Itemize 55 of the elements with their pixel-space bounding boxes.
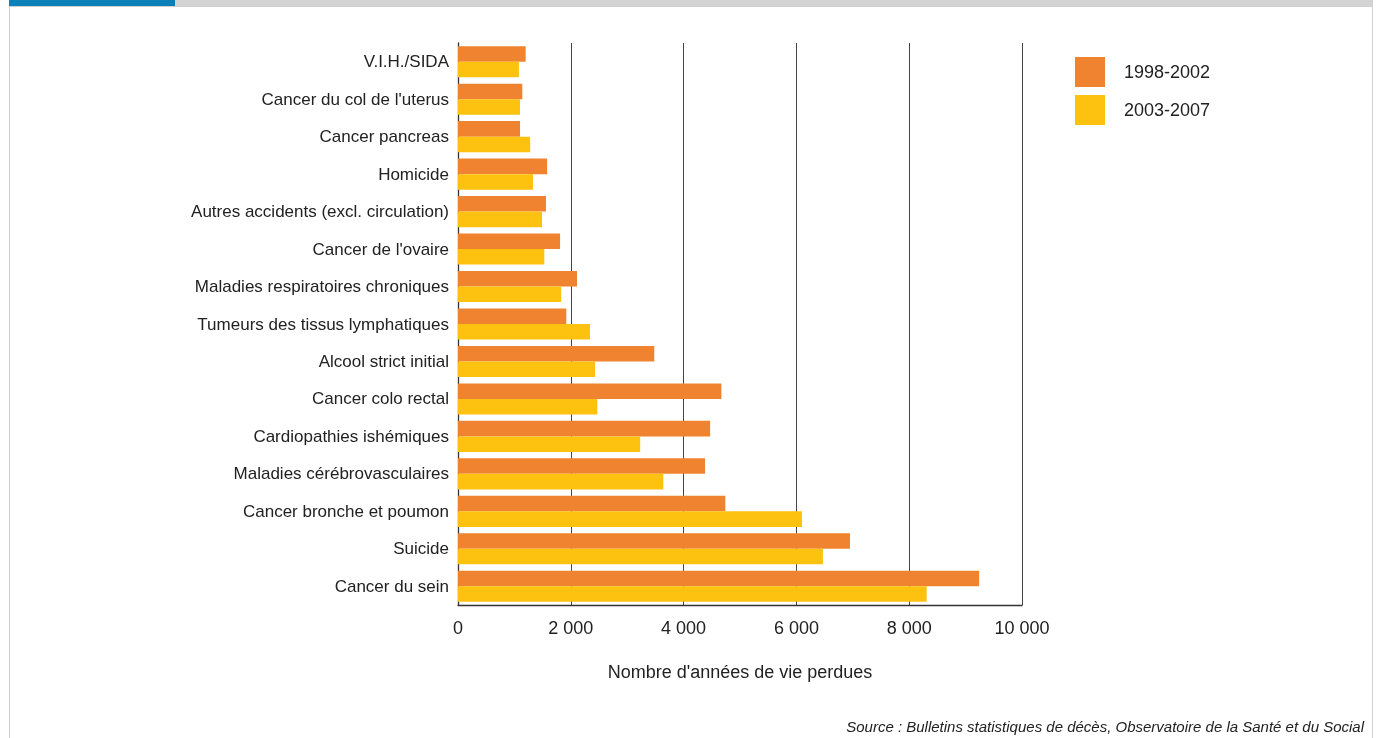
bar (458, 361, 596, 378)
bar (458, 548, 823, 565)
x-axis-title: Nombre d'années de vie perdues (607, 662, 873, 682)
bar (458, 121, 521, 137)
bar (458, 383, 722, 399)
bar (458, 586, 927, 602)
x-tick-label: 2 000 (548, 618, 594, 638)
x-tick-label: 6 000 (773, 618, 819, 638)
x-tick-label: 8 000 (886, 618, 932, 638)
bar (458, 233, 561, 250)
y-tick-label: Maladies respiratoires chroniques (194, 277, 449, 297)
y-tick-label: Cancer de l'ovaire (312, 239, 449, 259)
bar (458, 83, 523, 100)
bar (458, 270, 577, 287)
legend-label: 2003-2007 (1124, 100, 1211, 120)
bar (458, 533, 850, 549)
bar (458, 286, 562, 303)
bar (458, 99, 521, 115)
x-tick-label: 4 000 (661, 618, 707, 638)
bar (458, 61, 519, 78)
bar (458, 46, 526, 62)
y-tick-label: Tumeurs des tissus lymphatiques (197, 314, 449, 334)
bar (458, 196, 546, 212)
bar (458, 458, 706, 474)
bar (458, 473, 664, 490)
legend-label: 1998-2002 (1124, 62, 1211, 82)
bar (458, 249, 545, 265)
bar (458, 308, 567, 324)
y-tick-label: Autres accidents (excl. circulation) (191, 202, 449, 222)
bar (458, 158, 548, 175)
y-tick-label: Alcool strict initial (318, 351, 449, 371)
source-note: Source : Bulletins statistiques de décès, Observatoire de la Santé et du Social (846, 718, 1365, 735)
y-tick-label: Cancer bronche et poumon (242, 501, 449, 521)
bar (458, 174, 534, 190)
bar (458, 495, 726, 512)
bar (458, 511, 803, 527)
y-tick-label: Cancer pancreas (319, 127, 449, 147)
bar (458, 345, 655, 362)
bar (458, 398, 598, 415)
y-tick-label: Cancer du col de l'uterus (261, 89, 449, 109)
y-tick-label: Cancer colo rectal (311, 389, 449, 409)
x-tick-label: 10 000 (994, 618, 1050, 638)
bar (458, 570, 980, 587)
bar (458, 136, 531, 153)
y-tick-label: V.I.H./SIDA (363, 52, 450, 72)
bar (458, 211, 543, 228)
y-tick-label: Homicide (378, 164, 449, 184)
bar (458, 436, 641, 452)
bar (458, 420, 711, 437)
y-tick-label: Cancer du sein (334, 576, 449, 596)
y-tick-label: Maladies cérébrovasculaires (233, 464, 449, 484)
bar (458, 324, 590, 340)
x-tick-label: 0 (452, 618, 464, 638)
y-tick-label: Suicide (393, 539, 449, 559)
y-tick-label: Cardiopathies ishémiques (253, 426, 449, 446)
